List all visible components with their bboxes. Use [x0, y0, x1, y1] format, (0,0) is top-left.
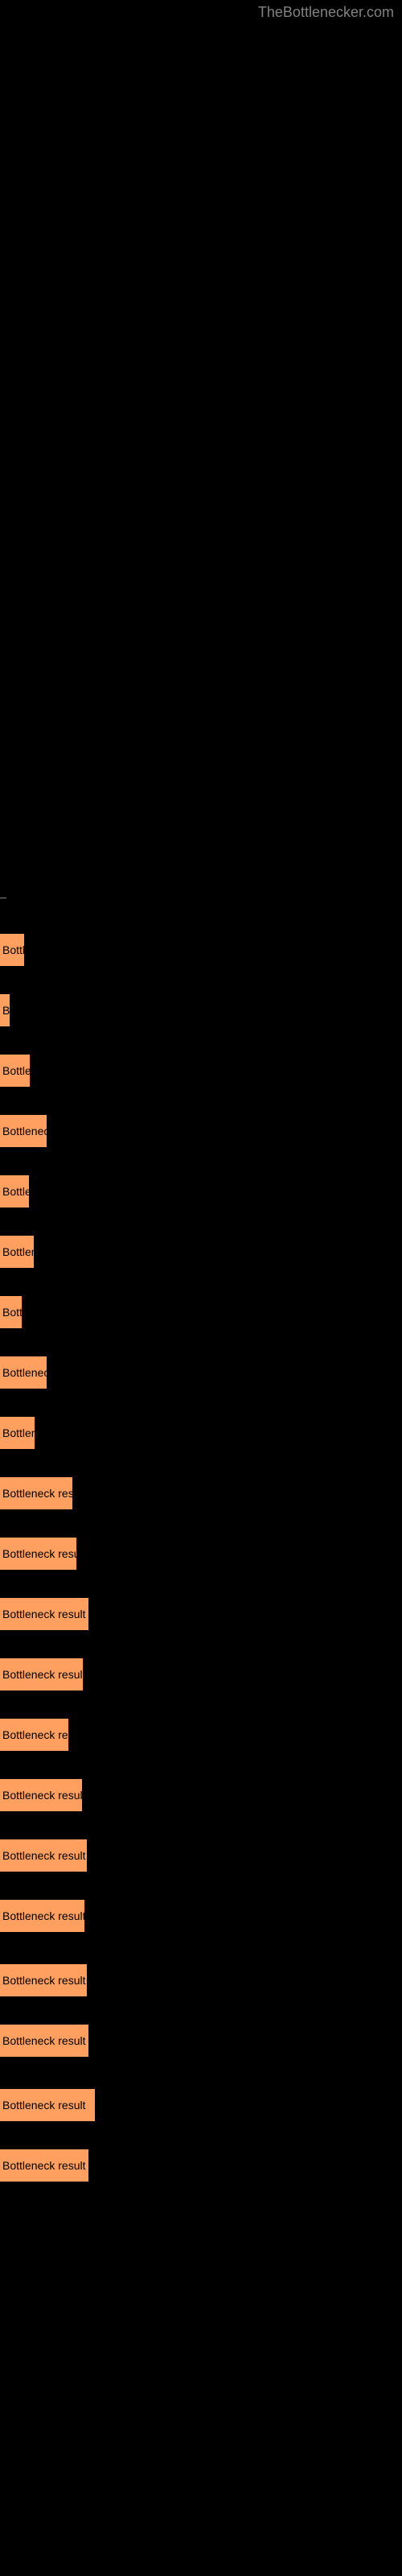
bar-row: Bottleneck res	[0, 1477, 72, 1509]
bar-row: Bottleneck result	[0, 1964, 87, 1996]
bar: Bottlene	[0, 1236, 34, 1268]
bar: Bottleneck result	[0, 2089, 95, 2121]
bar: Bottleneck res	[0, 1477, 72, 1509]
bar-row: Bottler	[0, 1175, 29, 1208]
bar-row: B	[0, 994, 10, 1026]
bar-row: Bottlene	[0, 1236, 34, 1268]
bar-row: Bottleneck result	[0, 1839, 87, 1872]
bar: Bottlen	[0, 1055, 30, 1087]
bar-row: Bottleneck result	[0, 1779, 82, 1811]
bar: Bottleneck	[0, 1115, 47, 1147]
bar-row: Bottleneck result	[0, 2149, 88, 2182]
bar: Bottleneck result	[0, 1900, 84, 1932]
bar: Bottle	[0, 934, 24, 966]
bar: Bottler	[0, 1175, 29, 1208]
bar-row: Bottlen	[0, 1055, 30, 1087]
bar-row: Bottleneck result	[0, 1900, 84, 1932]
bar: Bottlene	[0, 1417, 35, 1449]
bar: Bottleneck res	[0, 1719, 68, 1751]
bar-row: Bottleneck	[0, 1115, 47, 1147]
bar: Bottleneck result	[0, 2149, 88, 2182]
bar: B	[0, 994, 10, 1026]
bar-row: Bottleneck result	[0, 2025, 88, 2057]
bar-row: Bottl	[0, 1296, 22, 1328]
bar-row: Bottleneck result	[0, 2089, 95, 2121]
bar: Bottleneck result	[0, 1839, 87, 1872]
bar-row: Bottleneck res	[0, 1719, 68, 1751]
bar-row: Bottleneck result	[0, 1598, 88, 1630]
bar: Bottleneck	[0, 1356, 47, 1389]
bar-row: Bottleneck result	[0, 1658, 83, 1690]
bar-row: Bottle	[0, 934, 24, 966]
bar: Bottleneck result	[0, 1964, 87, 1996]
bar: Bottleneck result	[0, 1658, 83, 1690]
watermark-text: TheBottlenecker.com	[258, 4, 394, 21]
bar-row: Bottleneck	[0, 1356, 47, 1389]
bar: Bottleneck result	[0, 2025, 88, 2057]
bar: Bottleneck result	[0, 1779, 82, 1811]
bar: Bottl	[0, 1296, 22, 1328]
bar: Bottleneck result	[0, 1598, 88, 1630]
bar: Bottleneck resu	[0, 1538, 76, 1570]
bar-row: Bottlene	[0, 1417, 35, 1449]
bar-row: Bottleneck resu	[0, 1538, 76, 1570]
